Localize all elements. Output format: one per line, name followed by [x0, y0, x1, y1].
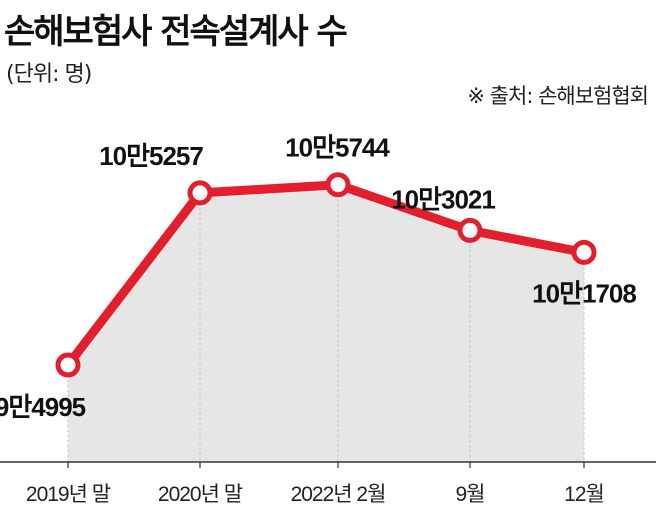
area-layer	[68, 184, 584, 463]
chart-title: 손해보험사 전속설계사 수	[4, 12, 348, 52]
data-label: 10만1708	[532, 278, 636, 308]
source-note: ※ 출처: 손해보험협회	[467, 84, 649, 108]
data-point	[457, 217, 483, 243]
x-tick-label: 2019년 말	[26, 483, 111, 506]
x-tick-label: 9월	[456, 483, 485, 506]
x-tick-label: 2022년 2월	[291, 483, 386, 506]
data-point	[325, 172, 351, 198]
data-point	[55, 352, 81, 378]
x-tick-label: 2020년 말	[158, 483, 243, 506]
data-label: 10만5257	[99, 141, 203, 171]
data-label: 9만4995	[0, 392, 86, 422]
unit-label: (단위: 명)	[6, 62, 92, 87]
data-point	[187, 180, 213, 206]
data-label: 10만3021	[391, 184, 495, 214]
point-layer	[55, 172, 597, 378]
guide-layer	[67, 184, 585, 462]
x-axis: 2019년 말 2020년 말 2022년 2월 9월 12월	[0, 461, 656, 506]
data-label: 10만5744	[285, 133, 390, 163]
data-point	[571, 239, 597, 265]
x-tick-label: 12월	[564, 483, 604, 506]
area-fill	[68, 184, 584, 463]
